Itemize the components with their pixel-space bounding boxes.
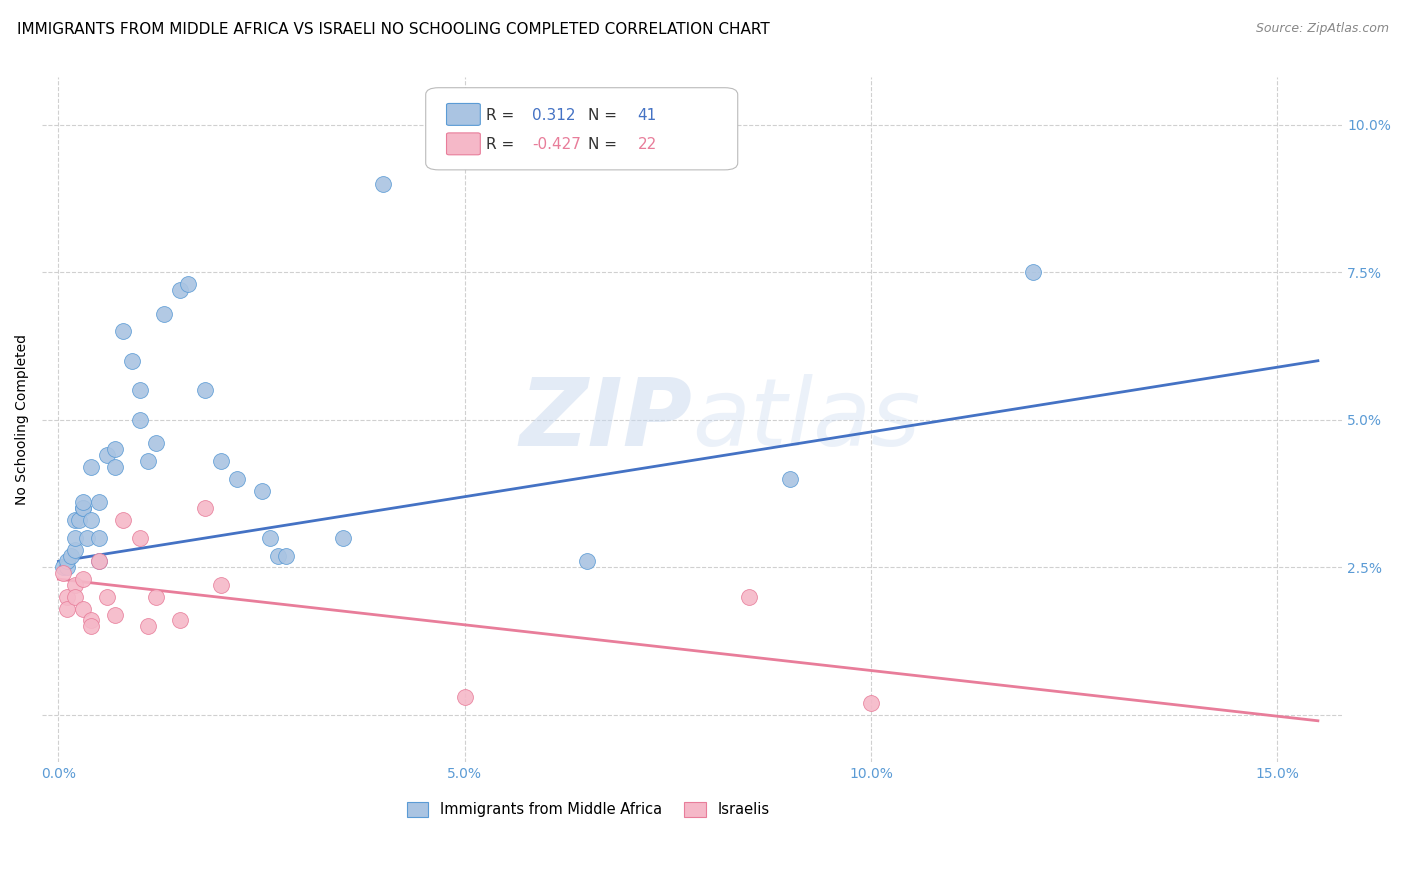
Point (55, 560, 77, 574)
Point (128, 384, 150, 398)
Point (145, 590, 167, 604)
Point (1022, 265, 1045, 279)
Point (575, 554, 598, 568)
Point (72, 495, 94, 509)
Point (63, 578, 86, 592)
Point (51, 566, 73, 581)
Point (63, 542, 86, 557)
Text: N =: N = (588, 137, 621, 152)
Point (55, 590, 77, 604)
Point (80, 513, 103, 527)
Point (87, 554, 110, 568)
Point (96, 448, 118, 462)
Text: -0.427: -0.427 (533, 137, 581, 152)
Point (136, 454, 159, 468)
Point (112, 513, 135, 527)
Point (169, 283, 191, 297)
Point (859, 696, 882, 710)
Text: 0.312: 0.312 (533, 108, 576, 122)
Text: 41: 41 (638, 108, 657, 122)
Point (226, 472, 249, 486)
Point (55, 601, 77, 615)
Point (72, 501, 94, 516)
Text: Source: ZipAtlas.com: Source: ZipAtlas.com (1256, 22, 1389, 36)
Text: atlas: atlas (692, 375, 921, 466)
Point (779, 472, 801, 486)
FancyBboxPatch shape (447, 103, 481, 126)
Point (454, 690, 477, 705)
Point (87, 531, 110, 545)
Point (209, 454, 232, 468)
Point (128, 531, 150, 545)
Point (63, 513, 86, 527)
Point (274, 549, 297, 563)
Point (80, 619, 103, 633)
Text: R =: R = (485, 108, 519, 122)
Point (72, 572, 94, 586)
Point (87, 554, 110, 568)
Point (136, 619, 159, 633)
Point (87, 495, 110, 509)
Point (72, 501, 94, 516)
Point (72, 601, 94, 615)
Point (76, 531, 98, 545)
Point (177, 277, 200, 291)
Text: N =: N = (588, 108, 621, 122)
Point (145, 436, 167, 450)
Point (169, 614, 191, 628)
Point (104, 460, 127, 475)
Point (121, 353, 143, 368)
Point (51, 560, 73, 574)
Point (153, 306, 176, 320)
Point (209, 578, 232, 592)
Point (96, 590, 118, 604)
Point (194, 501, 217, 516)
Text: 22: 22 (638, 137, 657, 152)
Point (373, 177, 395, 191)
Point (80, 614, 103, 628)
Point (194, 384, 217, 398)
Point (128, 413, 150, 427)
FancyBboxPatch shape (426, 87, 738, 169)
Point (112, 324, 135, 338)
Point (267, 549, 290, 563)
FancyBboxPatch shape (447, 133, 481, 155)
Point (738, 590, 761, 604)
Point (250, 483, 273, 498)
Point (259, 531, 281, 545)
Point (59, 549, 82, 563)
Text: R =: R = (485, 137, 519, 152)
Point (55, 554, 77, 568)
Text: ZIP: ZIP (519, 374, 692, 466)
Y-axis label: No Schooling Completed: No Schooling Completed (15, 334, 30, 505)
Point (104, 442, 127, 457)
Legend: Immigrants from Middle Africa, Israelis: Immigrants from Middle Africa, Israelis (401, 797, 776, 823)
Text: IMMIGRANTS FROM MIDDLE AFRICA VS ISRAELI NO SCHOOLING COMPLETED CORRELATION CHAR: IMMIGRANTS FROM MIDDLE AFRICA VS ISRAELI… (17, 22, 769, 37)
Point (67, 513, 90, 527)
Point (63, 590, 86, 604)
Point (104, 607, 127, 622)
Point (332, 531, 354, 545)
Point (80, 460, 103, 475)
Point (63, 531, 86, 545)
